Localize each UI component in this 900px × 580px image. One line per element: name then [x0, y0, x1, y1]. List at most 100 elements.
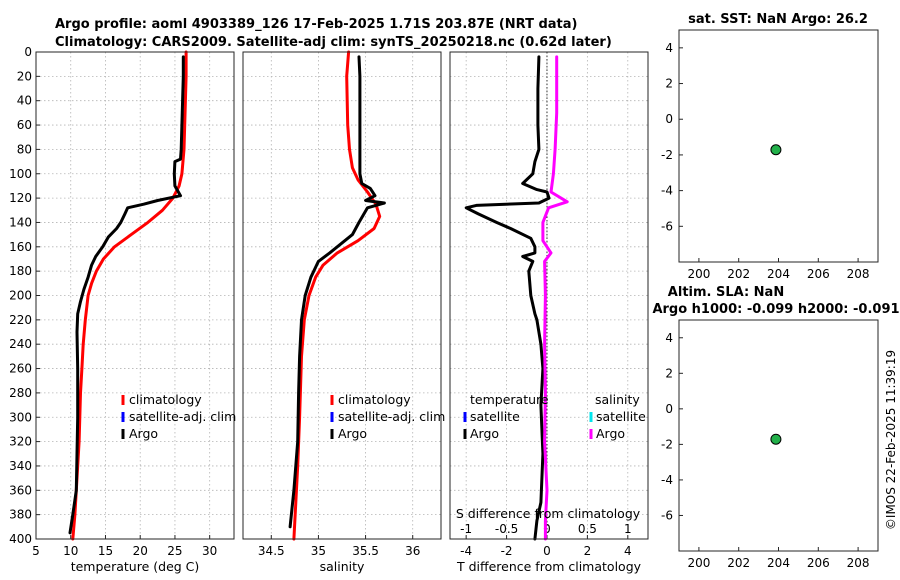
y-tick-label: 200 — [9, 289, 32, 303]
y-tick-label: -6 — [661, 219, 673, 233]
legend-label-temp-argo: Argo — [470, 426, 499, 441]
plot-frame — [449, 51, 649, 540]
panel-salinity: 34.5 35 35.5 36 salinity — [242, 50, 442, 574]
y-tick-label: 4 — [665, 331, 673, 345]
plot-frame — [242, 51, 442, 540]
y-tick-label: 0 — [665, 402, 673, 416]
y-tick-label: 220 — [9, 313, 32, 327]
x-tick-label: 30 — [202, 544, 217, 558]
legend-label-argo: Argo — [338, 426, 367, 441]
y-tick-label: 40 — [17, 94, 32, 108]
legend-label-sal-argo: Argo — [596, 426, 625, 441]
y-tick-label: 300 — [9, 410, 32, 424]
y-tick-label: 60 — [17, 118, 32, 132]
y-tick-label: 100 — [9, 167, 32, 181]
y-tick-label: 0 — [24, 45, 32, 59]
panel-sst: 200 202 204 206 208 -6 -4 -2 0 2 4 — [661, 29, 879, 281]
x-tick-label: 35.5 — [352, 544, 379, 558]
legend-label-sal-satellite: satellite — [596, 409, 646, 424]
y-tick-label: -2 — [661, 148, 673, 162]
difference-legend: temperature salinity satellite Argo sate… — [463, 392, 646, 441]
x-tick-label: 34.5 — [258, 544, 285, 558]
x-tick-label: 200 — [687, 267, 710, 281]
difference-top-axis-label: S difference from climatology — [456, 506, 641, 521]
x-tick-label: 204 — [767, 556, 790, 570]
plot-frame — [678, 319, 879, 552]
series-line-climatology — [71, 50, 188, 541]
x-tick-label: 202 — [727, 267, 750, 281]
legend-label-satellite-clim: satellite-adj. clim — [129, 409, 236, 424]
x-tick-label: 20 — [133, 544, 148, 558]
x-tick-label: 5 — [32, 544, 40, 558]
series-line-argo — [288, 55, 386, 529]
copyright-stamp: ©IMOS 22-Feb-2025 11:39:19 — [884, 350, 898, 530]
panel-sst-title: sat. SST: NaN Argo: 26.2 — [688, 12, 868, 27]
y-tick-label: 380 — [9, 508, 32, 522]
y-tick-label: 80 — [17, 142, 32, 156]
series-line-argo — [68, 55, 185, 535]
x-tick-label: 25 — [167, 544, 182, 558]
y-tick-label: 340 — [9, 459, 32, 473]
panel-temperature: 5 10 15 20 25 3002040608010012014016018020022… — [9, 45, 235, 574]
x-axis-label: T difference from climatology — [456, 559, 642, 574]
y-tick-label: 2 — [665, 77, 673, 91]
panel-sla: 200 202 204 206 208 -6 -4 -2 0 2 4 — [661, 319, 879, 570]
salinity-legend: climatology satellite-adj. clim Argo — [330, 392, 445, 441]
figure-title-line2: Climatology: CARS2009. Satellite-adj cli… — [55, 35, 612, 50]
x-tick-label: 15 — [98, 544, 113, 558]
legend-label-climatology: climatology — [129, 392, 202, 407]
panel-sla-title-line1: Altim. SLA: NaN — [668, 285, 784, 300]
y-tick-label: -2 — [661, 437, 673, 451]
y-tick-label: 180 — [9, 264, 32, 278]
legend-title-temperature: temperature — [470, 392, 549, 407]
x-tick-label: -4 — [460, 544, 472, 558]
x-tick-label: 36 — [405, 544, 420, 558]
y-tick-label: 140 — [9, 215, 32, 229]
argo-location-marker — [770, 144, 782, 156]
x-axis-label: salinity — [320, 559, 365, 574]
y-tick-label: 0 — [665, 112, 673, 126]
salinity-diff-tick-label: -0.5 — [495, 522, 518, 536]
x-tick-label: 2 — [584, 544, 592, 558]
series-line-temperature-argo — [464, 55, 551, 541]
x-tick-label: 204 — [767, 267, 790, 281]
y-tick-label: 360 — [9, 483, 32, 497]
legend-title-salinity: salinity — [595, 392, 640, 407]
y-tick-label: -6 — [661, 508, 673, 522]
y-tick-label: 400 — [9, 532, 32, 546]
y-tick-label: 240 — [9, 337, 32, 351]
panel-differences: -4 -2 0 2 4-1 -0.5 0 0.5 1T difference from clim… — [449, 51, 649, 574]
x-tick-label: 202 — [727, 556, 750, 570]
y-tick-label: 120 — [9, 191, 32, 205]
x-tick-label: 4 — [624, 544, 632, 558]
x-axis-label: temperature (deg C) — [71, 559, 200, 574]
x-tick-label: 208 — [847, 267, 870, 281]
plot-frame — [678, 29, 879, 263]
x-tick-label: 208 — [847, 556, 870, 570]
figure-title-line1: Argo profile: aoml 4903389_126 17-Feb-20… — [55, 17, 577, 32]
y-tick-label: -4 — [661, 184, 673, 198]
y-tick-label: -4 — [661, 473, 673, 487]
plot-frame — [35, 51, 235, 540]
temperature-legend: climatology satellite-adj. clim Argo — [121, 392, 236, 441]
x-tick-label: 10 — [63, 544, 78, 558]
y-tick-label: 320 — [9, 435, 32, 449]
y-tick-label: 280 — [9, 386, 32, 400]
legend-label-temp-satellite: satellite — [470, 409, 520, 424]
x-tick-label: 0 — [543, 544, 551, 558]
x-tick-label: 206 — [807, 556, 830, 570]
x-tick-label: 200 — [687, 556, 710, 570]
x-tick-label: 35 — [311, 544, 326, 558]
panel-sla-title-line2: Argo h1000: -0.099 h2000: -0.091 — [652, 302, 899, 317]
y-tick-label: 160 — [9, 240, 32, 254]
y-tick-label: 20 — [17, 69, 32, 83]
x-tick-label: 206 — [807, 267, 830, 281]
x-tick-label: -2 — [501, 544, 513, 558]
legend-label-climatology: climatology — [338, 392, 411, 407]
series-line-salinity-argo — [541, 55, 569, 541]
legend-label-satellite-clim: satellite-adj. clim — [338, 409, 445, 424]
y-tick-label: 2 — [665, 366, 673, 380]
legend-label-argo: Argo — [129, 426, 158, 441]
y-tick-label: 4 — [665, 41, 673, 55]
